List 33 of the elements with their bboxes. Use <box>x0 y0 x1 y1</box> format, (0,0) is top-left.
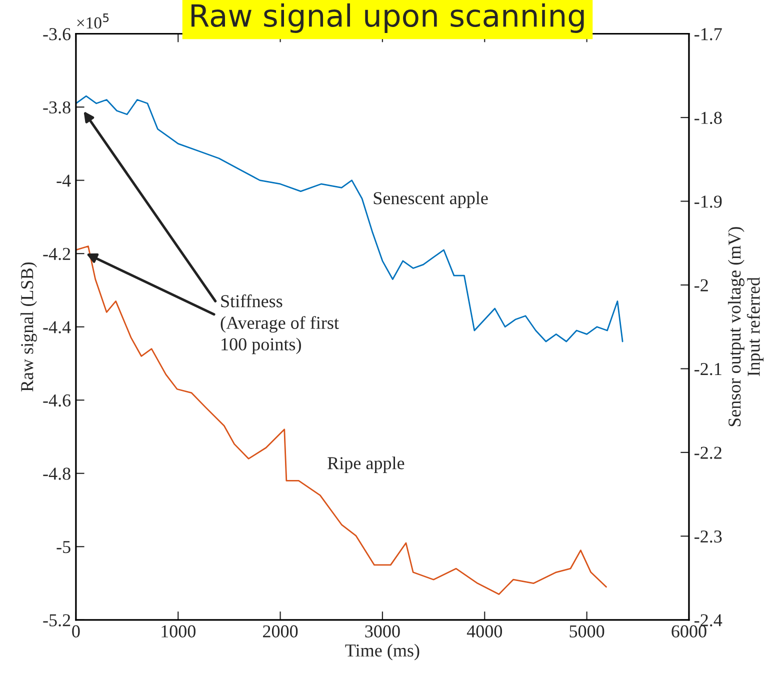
x-tick-label: 3000 <box>365 625 400 638</box>
x-tick-label: 0 <box>72 625 80 638</box>
x-tick-label: 4000 <box>466 625 502 638</box>
x-tick-label: 1000 <box>162 625 196 638</box>
x-tick-label: 2000 <box>263 625 298 638</box>
y-tick-label: -4.8 <box>43 468 70 480</box>
y2-tick-label: -2.4 <box>694 614 722 626</box>
y-axis-title: Raw signal (LSB) <box>20 262 37 392</box>
y-tick-label: -5.2 <box>43 614 70 626</box>
y2-axis-title: Sensor output voltage (mV) Input referred <box>728 227 764 426</box>
x-axis-title: Time (ms) <box>345 644 420 660</box>
y-tick-label: -4.2 <box>43 248 70 260</box>
y2-tick-label: -2 <box>694 279 708 292</box>
series-label: Ripe apple <box>328 456 404 473</box>
y-tick-label: -4.4 <box>43 321 71 334</box>
line-series <box>76 246 607 595</box>
y2-tick-label: -2.3 <box>694 530 722 543</box>
y2-tick-label: -1.7 <box>694 28 722 40</box>
x-tick-label: 6000 <box>672 625 706 638</box>
y2-tick-label: -1.8 <box>694 112 722 124</box>
y-tick-label: -4 <box>56 174 71 187</box>
y2-tick-label: -1.9 <box>694 196 722 208</box>
series-label: Senescent apple <box>374 192 488 208</box>
y-tick-label: -4.6 <box>43 394 71 407</box>
chart-title: Raw signal upon scanning <box>191 3 584 33</box>
y-tick-label: -5 <box>56 541 70 554</box>
y2-tick-label: -2.2 <box>694 446 722 459</box>
text: ×10$^{5}$ <box>77 13 109 29</box>
y-tick-label: -3.8 <box>43 101 70 114</box>
x-tick-label: 5000 <box>570 625 604 638</box>
annotation: Stiffness (Average of first 100 points) <box>220 294 339 354</box>
y2-tick-label: -2.1 <box>694 363 722 376</box>
y-tick-label: -3.6 <box>43 28 71 40</box>
